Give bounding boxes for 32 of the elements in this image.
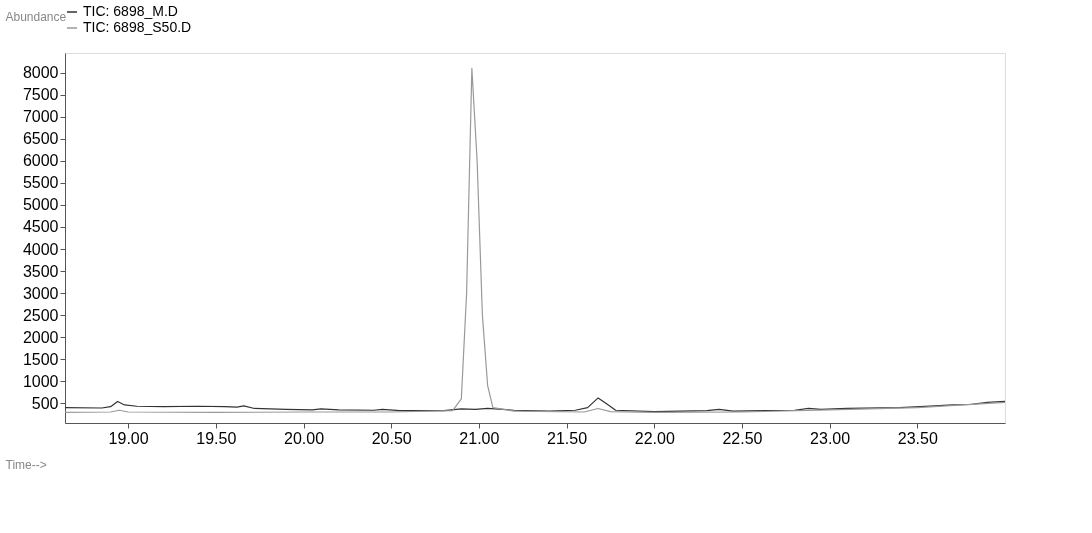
y-tick-label: 2500 bbox=[22, 306, 59, 324]
y-tick-label: 5500 bbox=[22, 174, 59, 192]
y-tick-label: 4000 bbox=[22, 240, 59, 258]
x-tick-label: 21.50 bbox=[547, 429, 588, 447]
y-tick-label: 7500 bbox=[22, 86, 59, 104]
y-tick-label: 3000 bbox=[22, 284, 59, 302]
y-tick-label: 1000 bbox=[22, 372, 59, 390]
x-tick-label: 19.00 bbox=[108, 429, 149, 447]
line-series bbox=[64, 397, 1006, 413]
x-axis-title: Time--> bbox=[5, 457, 47, 472]
y-tick-label: 4500 bbox=[22, 218, 59, 236]
x-tick-label: 22.00 bbox=[634, 429, 675, 447]
legend-label: TIC: 6898_S50.D bbox=[83, 19, 192, 35]
y-axis-title: Abundance bbox=[5, 9, 67, 24]
y-tick-label: 3500 bbox=[22, 262, 59, 280]
x-tick-label: 19.50 bbox=[196, 429, 237, 447]
y-tick-label: 7000 bbox=[22, 108, 59, 126]
x-tick-label: 20.00 bbox=[283, 429, 325, 447]
y-tick-label: 5000 bbox=[22, 196, 59, 214]
y-tick-label: 2000 bbox=[22, 328, 59, 346]
x-tick-label: 23.50 bbox=[897, 429, 938, 447]
x-tick-label: 23.00 bbox=[810, 429, 851, 447]
x-tick-label: 21.00 bbox=[459, 429, 500, 447]
x-tick-label: 22.50 bbox=[722, 429, 763, 447]
legend-label: TIC: 6898_M.D bbox=[83, 3, 178, 19]
y-tick-label: 500 bbox=[31, 394, 59, 412]
y-tick-label: 6000 bbox=[22, 152, 59, 170]
y-tick-label: 1500 bbox=[22, 350, 59, 368]
x-tick-label: 20.50 bbox=[371, 429, 412, 447]
y-tick-label: 8000 bbox=[22, 64, 59, 82]
line-series bbox=[64, 67, 1006, 414]
y-tick-label: 6500 bbox=[22, 130, 59, 148]
